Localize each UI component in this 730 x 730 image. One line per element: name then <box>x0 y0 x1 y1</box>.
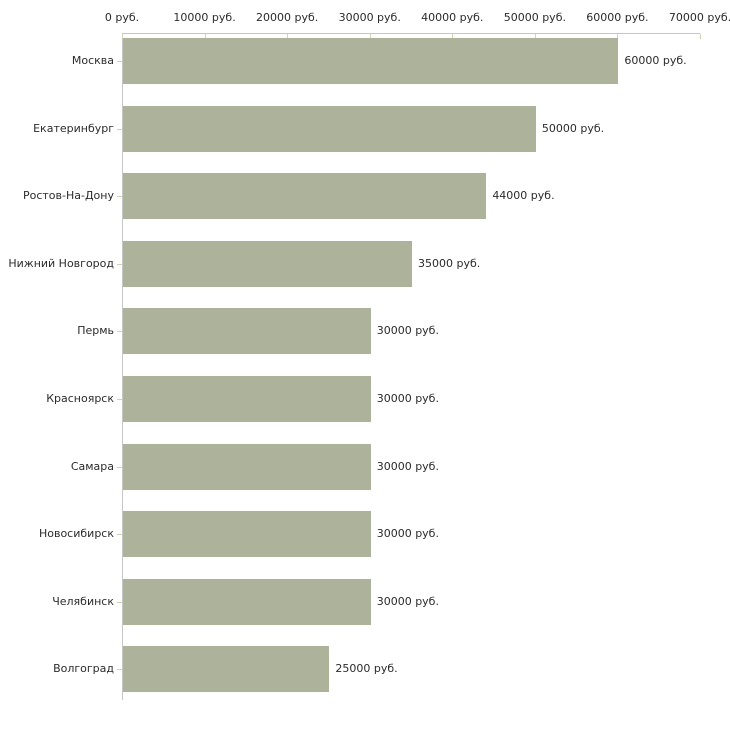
x-tick-mark <box>122 34 123 39</box>
x-tick-label: 40000 руб. <box>421 11 484 24</box>
x-axis-line <box>122 33 700 34</box>
y-tick-mark <box>117 601 122 603</box>
bar <box>123 511 371 558</box>
category-label: Нижний Новгород <box>8 256 114 270</box>
category-label: Екатеринбург <box>33 121 114 135</box>
x-tick-mark <box>452 34 454 39</box>
x-tick-label: 0 руб. <box>104 11 140 24</box>
value-label: 30000 руб. <box>376 324 439 338</box>
y-tick-mark <box>117 196 122 198</box>
y-tick-mark <box>117 466 122 468</box>
value-label: 35000 руб. <box>418 256 481 270</box>
value-label: 30000 руб. <box>376 392 439 405</box>
y-tick-mark <box>117 128 122 130</box>
x-tick-label: 60000 руб. <box>586 11 649 24</box>
bar <box>123 173 487 220</box>
y-tick-mark <box>117 263 122 265</box>
x-tick-label: 10000 руб. <box>173 11 236 24</box>
x-tick-label: 30000 руб. <box>338 11 401 24</box>
value-label: 30000 руб. <box>376 459 439 473</box>
bar <box>123 376 371 422</box>
value-label: 50000 руб. <box>541 121 605 135</box>
bar <box>123 443 371 490</box>
y-tick-mark <box>117 669 122 671</box>
category-label: Челябинск <box>52 594 114 608</box>
x-tick-label: 70000 руб. <box>668 11 730 24</box>
bar <box>123 240 412 287</box>
x-tick-mark <box>700 34 701 39</box>
x-tick-mark <box>287 34 289 39</box>
value-label: 30000 руб. <box>376 594 439 608</box>
value-label: 25000 руб. <box>335 662 398 676</box>
y-axis-line <box>122 33 123 700</box>
category-label: Пермь <box>77 324 114 338</box>
x-tick-mark <box>534 34 536 39</box>
bar <box>123 105 536 152</box>
bar <box>123 578 371 625</box>
value-label: 30000 руб. <box>376 527 439 541</box>
y-tick-mark <box>117 534 122 536</box>
y-tick-mark <box>117 61 122 62</box>
x-tick-label: 20000 руб. <box>256 11 319 24</box>
bar <box>123 308 371 355</box>
category-label: Новосибирск <box>38 527 114 541</box>
bar <box>123 38 619 84</box>
bar <box>123 646 330 693</box>
y-tick-mark <box>117 399 122 400</box>
x-tick-mark <box>204 34 206 39</box>
x-tick-label: 50000 руб. <box>503 11 566 24</box>
category-label: Красноярск <box>46 392 114 405</box>
value-label: 44000 руб. <box>492 189 555 203</box>
category-label: Ростов-На-Дону <box>22 189 114 203</box>
value-label: 60000 руб. <box>624 54 687 67</box>
category-label: Москва <box>71 54 114 67</box>
y-tick-mark <box>117 331 122 333</box>
x-tick-mark <box>617 34 619 39</box>
category-label: Самара <box>70 459 114 473</box>
x-tick-mark <box>369 34 371 39</box>
category-label: Волгоград <box>53 662 114 676</box>
